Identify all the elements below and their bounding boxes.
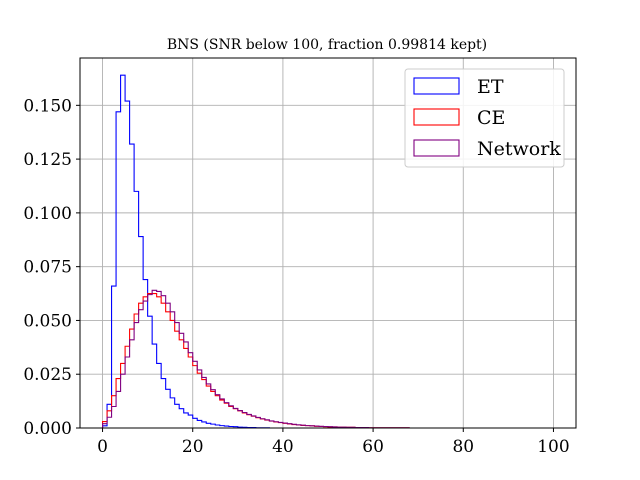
y-tick-label: 0.075 [23, 258, 72, 278]
x-tick-label: 80 [452, 437, 474, 457]
plot-frame [79, 57, 577, 429]
legend: ET CE Network [404, 68, 565, 168]
legend-label-ce: CE [477, 107, 505, 129]
y-tick-label: 0.025 [23, 365, 72, 385]
legend-label-network: Network [477, 138, 561, 160]
x-tick-label: 100 [537, 437, 569, 457]
x-tick-label: 0 [97, 437, 108, 457]
y-tick-label: 0.000 [23, 419, 72, 439]
legend-swatch-et [413, 77, 460, 95]
series-network-histogram [102, 289, 410, 429]
chart-title: BNS (SNR below 100, fraction 0.99814 kep… [167, 37, 487, 53]
y-tick-label: 0.100 [23, 204, 72, 224]
x-tick-label: 20 [182, 437, 204, 457]
grid-lines [80, 58, 576, 429]
legend-swatch-network [413, 139, 460, 157]
axis-ticks: 0 20 40 60 80 100 0.000 0.025 0.050 0.075 0.100 0.1… [23, 96, 569, 457]
y-tick-label: 0.050 [23, 311, 72, 331]
y-tick-label: 0.125 [23, 150, 72, 170]
x-tick-label: 60 [362, 437, 384, 457]
legend-swatch-ce [413, 108, 460, 126]
y-tick-label: 0.150 [23, 96, 72, 116]
x-tick-label: 40 [272, 437, 294, 457]
legend-label-et: ET [477, 76, 504, 98]
